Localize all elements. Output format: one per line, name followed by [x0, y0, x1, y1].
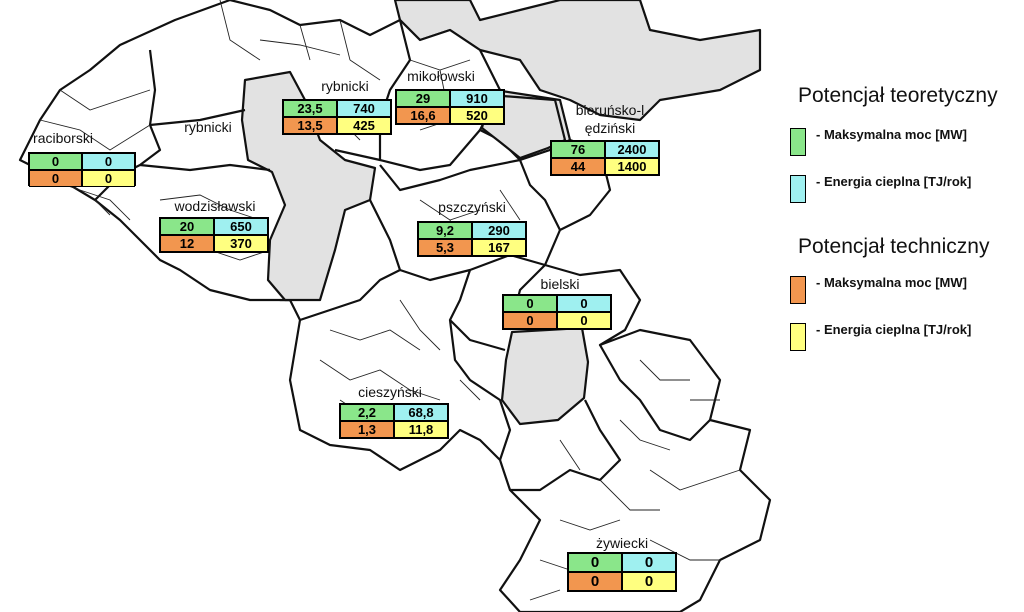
legend-text: - Maksymalna moc [MW]: [816, 275, 967, 290]
legend-text: - Energia cieplna [TJ/rok]: [816, 322, 972, 337]
tech-energy-value: 425: [337, 117, 391, 134]
tech-power-value: 12: [160, 235, 214, 252]
tech-power-value: 44: [551, 158, 605, 175]
tech-power-value: 13,5: [283, 117, 337, 134]
data-grid-bielski: 0 0 0 0: [502, 294, 612, 330]
legend-item-theoretical-power: - Maksymalna moc [MW]: [790, 127, 986, 156]
tech-energy-value: 1400: [605, 158, 659, 175]
tech-power-value: 0: [568, 572, 622, 591]
tech-energy-value: 0: [557, 312, 611, 329]
tech-energy-value: 0: [622, 572, 676, 591]
data-grid-wodzislawski: 20 650 12 370: [159, 217, 269, 253]
theo-power-value: 2,2: [340, 404, 394, 421]
legend-item-theoretical-energy: - Energia cieplna [TJ/rok]: [790, 174, 986, 203]
county-label-bierunsko-ledzinski: bieruńsko-lędziński: [575, 102, 645, 136]
data-grid-zywiecki: 0 0 0 0: [567, 552, 677, 592]
tech-energy-value: 520: [450, 107, 504, 124]
county-label-pszczynski: pszczyński: [438, 199, 506, 215]
legend-title-theoretical: Potencjał teoretyczny: [798, 84, 998, 107]
border-cieszynski: [448, 319, 512, 461]
theo-energy-value: 2400: [605, 141, 659, 158]
tech-power-value: 1,3: [340, 421, 394, 438]
theo-power-value: 20: [160, 218, 214, 235]
border-wodzislawski: [139, 108, 271, 172]
theo-energy-value: 0: [622, 553, 676, 572]
swatch-cyan: [790, 175, 806, 203]
county-label-cieszynski: cieszyński: [358, 384, 422, 400]
legend: Potencjał teoretyczny - Maksymalna moc […: [780, 0, 1024, 612]
county-label-raciborski: raciborski: [33, 130, 93, 146]
legend-title-technical: Potencjał techniczny: [798, 235, 990, 258]
theo-power-value: 0: [568, 553, 622, 572]
theo-energy-value: 0: [557, 295, 611, 312]
tech-energy-value: 167: [472, 239, 526, 256]
county-label-rybnicki-inner: rybnicki: [184, 119, 232, 135]
swatch-green: [790, 128, 806, 156]
tech-energy-value: 0: [82, 170, 135, 187]
theo-energy-value: 910: [450, 90, 504, 107]
tech-power-value: 5,3: [418, 239, 472, 256]
legend-item-technical-energy: - Energia cieplna [TJ/rok]: [790, 322, 986, 351]
swatch-orange: [790, 276, 806, 304]
legend-text: - Maksymalna moc [MW]: [816, 127, 967, 142]
county-label-bielski: bielski: [540, 276, 580, 292]
swatch-yellow: [790, 323, 806, 351]
grey-area-bielsko-city: [500, 326, 590, 426]
theo-energy-value: 0: [82, 153, 135, 170]
tech-energy-value: 370: [214, 235, 268, 252]
theo-energy-value: 290: [472, 222, 526, 239]
county-label-mikolowski: mikołowski: [407, 68, 475, 84]
tech-energy-value: 11,8: [394, 421, 448, 438]
county-label-wodzislawski: wodzisławski: [174, 198, 256, 214]
theo-power-value: 0: [503, 295, 557, 312]
tech-power-value: 0: [503, 312, 557, 329]
data-grid-pszczynski: 9,2 290 5,3 167: [417, 221, 527, 257]
data-grid-mikolowski: 29 910 16,6 520: [395, 89, 505, 125]
theo-power-value: 0: [29, 153, 82, 170]
tech-power-value: 0: [29, 170, 82, 187]
data-grid-rybnicki: 23,5 740 13,5 425: [282, 99, 392, 135]
theo-energy-value: 740: [337, 100, 391, 117]
theo-power-value: 9,2: [418, 222, 472, 239]
theo-power-value: 23,5: [283, 100, 337, 117]
county-label-zywiecki: żywiecki: [595, 535, 649, 551]
tech-power-value: 16,6: [396, 107, 450, 124]
data-grid-bierunsko-ledzinski: 76 2400 44 1400: [550, 140, 660, 176]
theo-power-value: 76: [551, 141, 605, 158]
county-label-rybnicki: rybnicki: [321, 78, 369, 94]
legend-text: - Energia cieplna [TJ/rok]: [816, 174, 972, 189]
county-map: [18, 0, 772, 612]
data-grid-raciborski: 0 0 0 0: [28, 152, 136, 187]
data-grid-cieszynski: 2,2 68,8 1,3 11,8: [339, 403, 449, 439]
theo-energy-value: 650: [214, 218, 268, 235]
theo-energy-value: 68,8: [394, 404, 448, 421]
theo-power-value: 29: [396, 90, 450, 107]
legend-item-technical-power: - Maksymalna moc [MW]: [790, 275, 986, 304]
